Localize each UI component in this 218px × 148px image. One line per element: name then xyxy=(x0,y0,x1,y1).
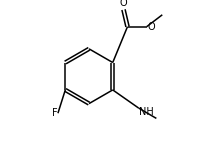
Text: O: O xyxy=(148,22,155,32)
Text: NH: NH xyxy=(139,107,154,117)
Text: O: O xyxy=(120,0,127,8)
Text: F: F xyxy=(52,108,57,118)
